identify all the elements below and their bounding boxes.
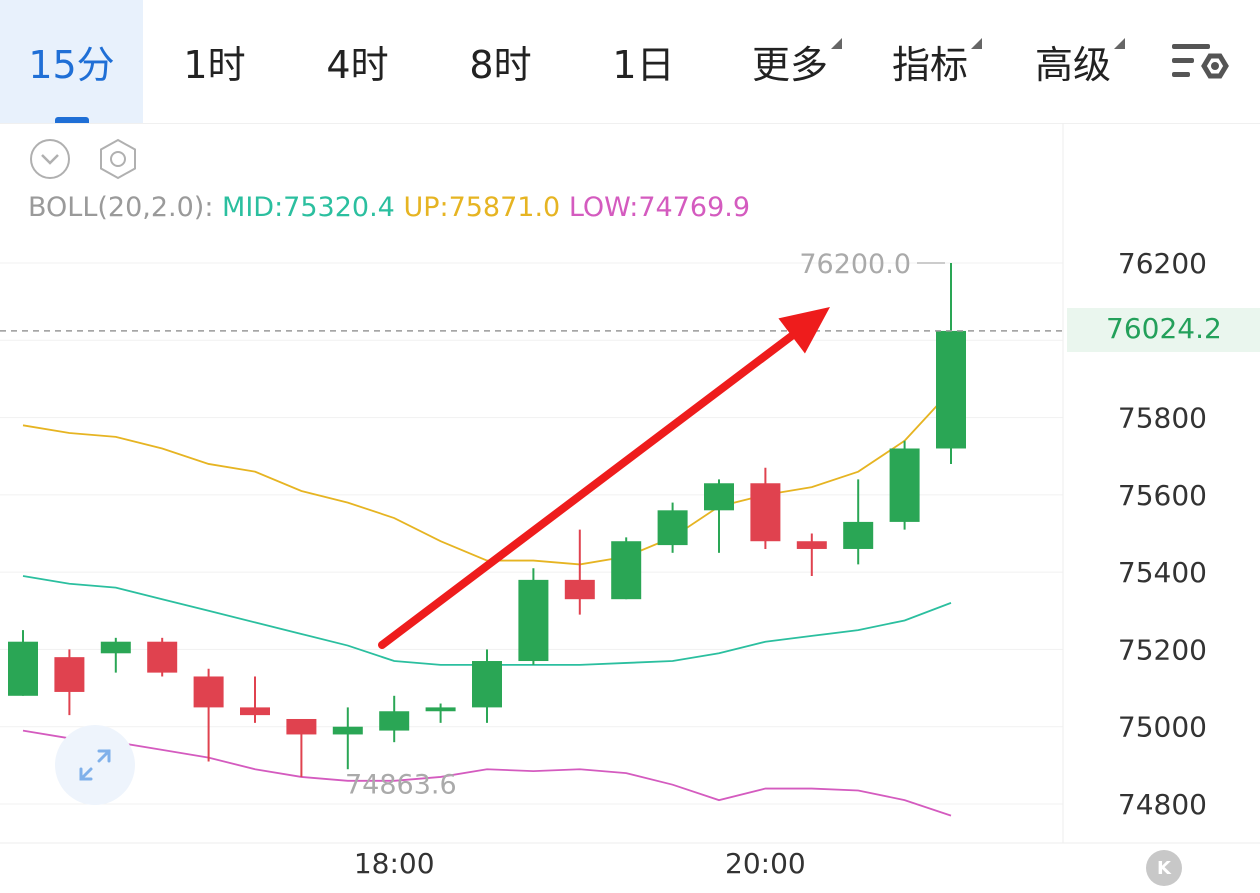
chevron-down-circle-icon xyxy=(30,139,70,179)
y-axis-tick-label: 75000 xyxy=(1118,711,1207,744)
tab-label: 8时 xyxy=(469,43,532,87)
down-candle-body xyxy=(750,483,781,542)
up-candle-body xyxy=(425,707,456,712)
tab-advanced-dropdown[interactable]: 高级 xyxy=(1013,0,1133,123)
up-candle-body xyxy=(657,510,688,546)
down-candle-body xyxy=(193,676,224,708)
k-logo-button[interactable]: K xyxy=(1146,850,1182,886)
tab-label: 指标 xyxy=(891,34,982,89)
y-axis-tick-label: 75200 xyxy=(1118,633,1207,666)
boll-upper-band-line xyxy=(22,389,952,566)
up-candle-body xyxy=(518,579,549,662)
tab-1h[interactable]: 1时 xyxy=(143,0,286,123)
up-candle-body xyxy=(611,541,642,600)
y-axis-tick-label: 75600 xyxy=(1118,479,1207,512)
up-candle-body xyxy=(379,711,410,731)
max-price-label: 76200.0 xyxy=(799,249,911,280)
chart-settings-button[interactable] xyxy=(1170,40,1230,88)
up-candle-body xyxy=(889,448,920,522)
candlestick-chart[interactable]: 76200 75800 75600 75400 75200 75000 74800 18:00… xyxy=(0,123,1260,893)
dropdown-caret-icon xyxy=(1114,38,1125,49)
boll-low-value: LOW:74769.9 xyxy=(568,192,751,223)
tab-label: 4时 xyxy=(326,43,389,87)
up-candle-body xyxy=(8,641,38,696)
tab-label: 1时 xyxy=(183,43,246,87)
boll-lower-band-line xyxy=(22,729,952,817)
dropdown-caret-icon xyxy=(971,38,982,49)
x-axis-time-label: 18:00 xyxy=(354,847,435,880)
up-candle-body xyxy=(936,330,966,449)
up-candle-body xyxy=(332,726,363,735)
boll-label: BOLL(20,2.0): xyxy=(28,192,214,223)
y-axis-tick-label: 76200 xyxy=(1118,247,1207,280)
boll-up-value: UP:75871.0 xyxy=(403,192,561,223)
boll-mid-value: MID:75320.4 xyxy=(222,192,395,223)
trend-arrow-head xyxy=(778,307,830,354)
trend-arrow-line xyxy=(378,331,796,649)
indicator-settings-button[interactable] xyxy=(97,138,139,180)
y-axis-tick-label: 75400 xyxy=(1118,556,1207,589)
tab-more-dropdown[interactable]: 更多 xyxy=(730,0,850,123)
min-price-label: 74863.6 xyxy=(345,769,457,800)
down-candle-body xyxy=(240,707,270,716)
expand-arrows-icon xyxy=(79,749,111,781)
tab-label-text: 更多 xyxy=(751,43,828,87)
y-axis-tick-label: 75800 xyxy=(1118,402,1207,435)
tab-label: 15分 xyxy=(28,43,115,87)
tab-label-text: 高级 xyxy=(1034,43,1111,87)
current-price-label: 76024.2 xyxy=(1106,312,1222,345)
k-logo-icon: K xyxy=(1157,857,1171,879)
down-candle-body xyxy=(286,718,317,735)
x-axis-time-label: 20:00 xyxy=(725,847,806,880)
interval-tab-bar: 15分 1时 4时 8时 1日 更多 指标 高级 xyxy=(0,0,1260,124)
tab-label: 更多 xyxy=(751,34,842,89)
current-price-tag xyxy=(1067,308,1260,352)
boll-indicator-readout: BOLL(20,2.0): MID:75320.4 UP:75871.0 LOW… xyxy=(28,192,750,223)
chart-settings-icon xyxy=(1172,44,1229,79)
tab-label-text: 指标 xyxy=(891,43,968,87)
y-axis-tick-label: 74800 xyxy=(1118,788,1207,821)
tab-label: 高级 xyxy=(1034,34,1125,89)
tab-1d[interactable]: 1日 xyxy=(572,0,715,123)
up-candle-body xyxy=(704,483,734,511)
collapse-indicator-button[interactable] xyxy=(29,138,71,180)
tab-label: 1日 xyxy=(612,43,675,87)
up-candle-body xyxy=(100,641,131,654)
up-candle-body xyxy=(472,661,502,708)
hexagon-settings-icon xyxy=(100,138,136,180)
down-candle-body xyxy=(147,641,178,673)
active-tab-indicator xyxy=(54,117,89,123)
tab-4h[interactable]: 4时 xyxy=(286,0,429,123)
fullscreen-button[interactable] xyxy=(55,725,135,805)
tab-8h[interactable]: 8时 xyxy=(429,0,572,123)
tab-15min[interactable]: 15分 xyxy=(0,0,143,123)
up-candle-body xyxy=(843,521,874,549)
down-candle-body xyxy=(564,579,595,600)
down-candle-body xyxy=(54,657,85,692)
down-candle-body xyxy=(796,541,827,549)
tab-indicators-dropdown[interactable]: 指标 xyxy=(870,0,990,123)
dropdown-caret-icon xyxy=(831,38,842,49)
